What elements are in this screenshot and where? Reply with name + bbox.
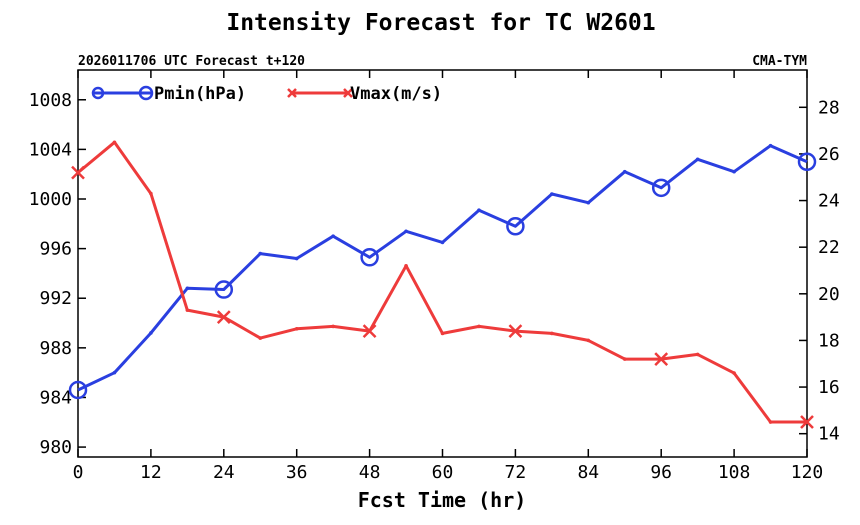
series-point-1 [404,264,408,268]
series-marker-1 [654,352,669,366]
plot-frame [77,69,808,458]
y-tick-label: 984 [39,387,72,408]
series-point-0 [586,200,591,205]
series-point-1 [732,371,736,375]
series-marker-0 [506,217,525,236]
series-marker-0 [68,380,88,400]
y2-tick-label: 16 [818,377,840,398]
series-point-0 [258,251,263,256]
y-tick-label: 992 [39,288,72,309]
series-point-1 [695,352,700,357]
x-tick-label: 72 [505,462,527,483]
x-tick-label: 108 [718,462,751,483]
legend-pmin-marker [91,86,105,100]
series-point-0 [695,157,700,162]
y2-tick-label: 28 [818,97,840,118]
series-marker-1 [71,165,85,180]
series-point-1 [149,191,153,196]
x-tick-label: 0 [73,462,84,483]
y-tick-label: 1004 [29,139,72,160]
y-tick-label: 988 [39,338,72,359]
series-point-1 [768,420,773,424]
series-point-0 [294,256,299,261]
x-tick-label: 60 [432,462,454,483]
series-point-0 [112,370,117,375]
series-point-1 [258,336,263,340]
x-tick-label: 120 [791,462,824,483]
y-tick-label: 1008 [29,90,72,111]
y2-tick-label: 22 [818,237,840,258]
x-tick-label: 12 [140,462,162,483]
legend: Pmin(hPa) Vmax(m/s) [91,84,442,104]
y2-tick-label: 14 [818,424,840,445]
legend-vmax-marker [343,88,353,98]
series-point-0 [331,234,335,239]
series-point-0 [185,286,190,291]
series-marker-1 [362,324,377,338]
series-line-1 [77,140,807,424]
series-point-0 [149,331,153,335]
series-marker-1 [800,415,814,429]
series-point-0 [550,192,554,196]
forecast-subtitle: 2026011706 UTC Forecast t+120 [78,54,305,69]
series-point-0 [768,143,773,148]
series-point-1 [112,140,117,145]
y-tick-label: 996 [39,239,72,260]
series-point-0 [440,240,445,245]
y2-tick-label: 20 [818,284,840,305]
series-marker-0 [651,178,671,198]
series-point-1 [294,326,299,331]
series-point-1 [185,308,190,312]
y2-tick-label: 26 [818,144,840,165]
x-tick-label: 84 [577,462,599,483]
series-point-1 [440,331,445,336]
legend-pmin-marker [138,85,154,101]
series-layer [68,140,817,429]
legend-pmin-label: Pmin(hPa) [154,84,246,104]
y2-tick-label: 18 [818,330,840,351]
series-point-1 [622,357,627,361]
x-axis: 0 12 24 36 48 60 72 84 96 108 120 [73,70,824,483]
series-point-1 [477,324,481,329]
series-point-0 [477,208,481,212]
y-tick-label: 980 [39,437,72,458]
y-tick-label: 1000 [29,189,72,210]
legend-entry-vmax: Vmax(m/s) [287,84,442,104]
series-marker-0 [360,248,379,267]
series-marker-0 [797,152,817,172]
y-axis-right: 14 16 18 20 22 24 26 28 [799,97,840,445]
legend-entry-pmin: Pmin(hPa) [91,84,246,104]
series-point-0 [622,169,627,174]
series-point-1 [550,331,554,336]
y-axis-left: 980 984 988 992 996 1000 1004 1008 [29,90,86,458]
series-point-1 [331,324,335,329]
legend-vmax-label: Vmax(m/s) [350,84,442,104]
legend-vmax-marker [287,88,297,98]
x-tick-label: 24 [213,462,235,483]
chart-title: Intensity Forecast for TC W2601 [226,10,655,36]
series-point-0 [404,229,408,234]
series-marker-0 [214,280,234,299]
model-label: CMA-TYM [752,54,807,69]
x-axis-title: Fcst Time (hr) [358,488,527,512]
series-point-1 [586,338,591,343]
y2-tick-label: 24 [818,191,840,212]
x-tick-label: 36 [286,462,308,483]
series-marker-1 [508,324,523,338]
x-tick-label: 48 [359,462,381,483]
x-tick-label: 96 [650,462,672,483]
series-marker-1 [216,310,231,325]
series-point-0 [732,169,736,174]
